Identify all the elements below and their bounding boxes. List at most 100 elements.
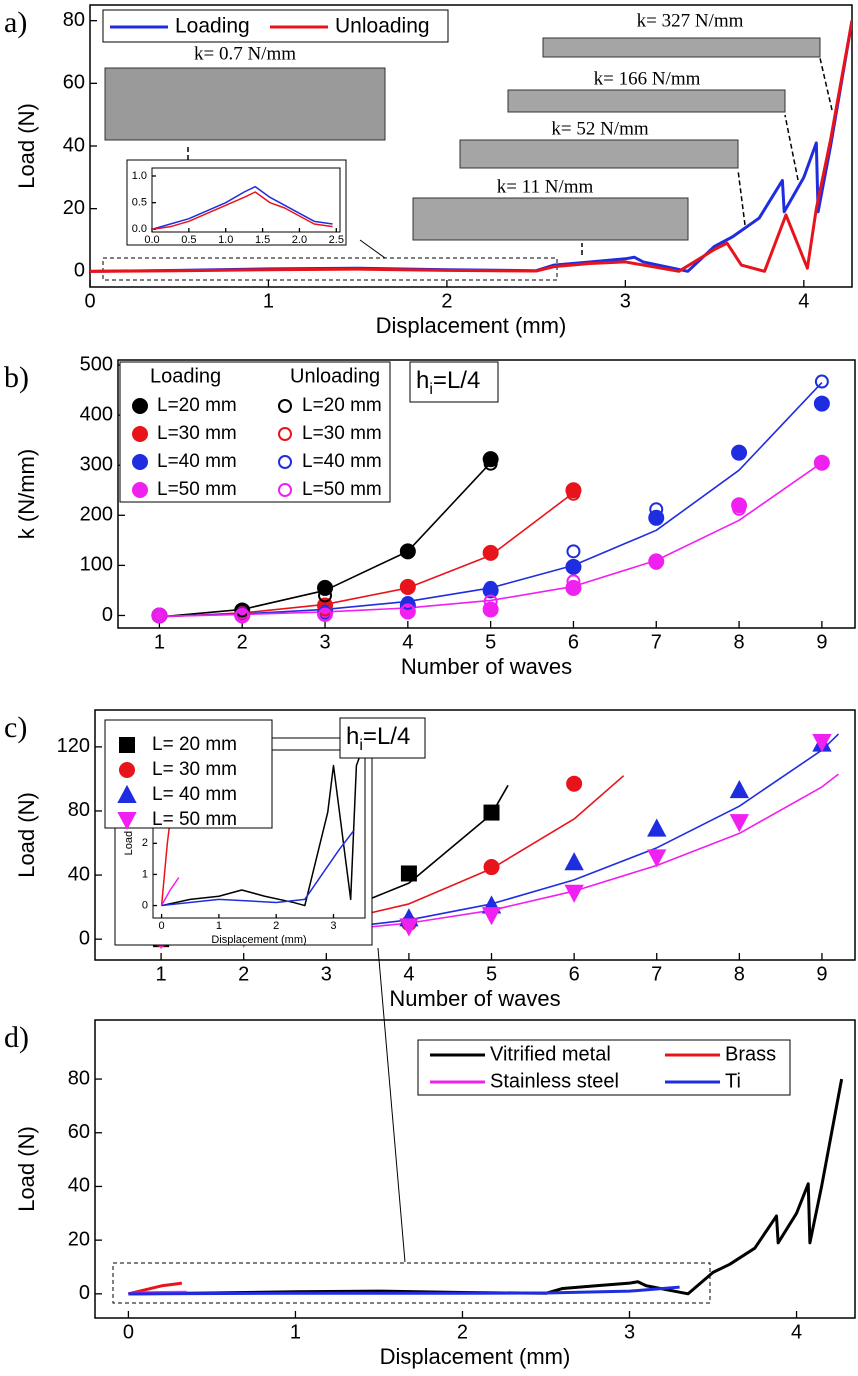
legend-label: L=20 mm — [302, 395, 382, 416]
x-tick-label: 5 — [486, 963, 497, 985]
arrows — [102, 57, 833, 1304]
marker — [400, 544, 415, 559]
x-tick-label: 4 — [402, 631, 413, 653]
marker — [235, 607, 250, 622]
x-axis-label: Displacement (mm) — [380, 1344, 571, 1369]
photo — [412, 197, 689, 241]
plot-content — [128, 1078, 844, 1296]
legend-marker — [117, 784, 137, 803]
annotation: k= 52 N/mm — [551, 118, 648, 139]
y-tick-label: 400 — [80, 403, 113, 425]
line — [128, 1285, 680, 1296]
marker — [565, 558, 582, 575]
marker — [400, 595, 415, 610]
marker — [566, 775, 583, 792]
x-tick-label: 2 — [237, 631, 248, 653]
y-tick-label: 20 — [63, 197, 85, 219]
x-tick-label: 0 — [123, 1321, 134, 1343]
marker — [731, 497, 748, 514]
legend-label: L=40 mm — [302, 451, 382, 472]
marker — [732, 501, 747, 516]
x-tick-label: 8 — [734, 963, 745, 985]
annotation-sub: i — [359, 737, 363, 754]
x-tick-label: 3 — [620, 290, 631, 312]
y-tick-label: 0 — [142, 899, 148, 911]
x-axis-label: Displacement (mm) — [376, 313, 567, 338]
marker — [318, 588, 333, 603]
x-axis-label: Number of waves — [401, 654, 572, 679]
line — [90, 20, 852, 273]
x-tick-label: 1.0 — [218, 234, 233, 246]
y-tick-label: 60 — [63, 72, 85, 94]
marker — [566, 544, 581, 559]
legend-label: L= 40 mm — [152, 784, 237, 805]
marker — [566, 486, 581, 501]
annotation-rest: =L/4 — [433, 367, 480, 394]
annotation: hi=L/4 — [346, 723, 410, 754]
legend-header: Unloading — [290, 365, 380, 387]
legend-header: Loading — [150, 365, 221, 387]
marker — [813, 395, 830, 412]
marker — [483, 456, 498, 471]
line — [161, 830, 355, 907]
y-tick-label: 0.5 — [132, 197, 147, 209]
legend-box — [417, 1039, 791, 1096]
plot-content — [90, 20, 852, 273]
legend-marker — [278, 399, 292, 413]
legend-marker — [119, 737, 135, 753]
marker — [649, 555, 664, 570]
plot-frame — [94, 709, 856, 961]
x-tick-label: 7 — [651, 631, 662, 653]
legend-label: L=40 mm — [157, 451, 237, 472]
marker — [483, 804, 500, 821]
photo — [507, 89, 786, 113]
x-tick-label: 3 — [330, 920, 336, 932]
legend-label: L=50 mm — [302, 479, 382, 500]
line — [152, 185, 333, 231]
annotation-box — [409, 361, 499, 403]
legend-label: Brass — [725, 1043, 776, 1065]
marker — [564, 884, 584, 903]
y-tick-label: 100 — [80, 554, 113, 576]
marker — [566, 574, 581, 589]
y-tick-label: 80 — [63, 9, 85, 31]
y-tick-label: 20 — [68, 1228, 90, 1250]
x-tick-label: 6 — [569, 963, 580, 985]
y-tick-label: 500 — [80, 353, 113, 375]
x-tick-label: 6 — [568, 631, 579, 653]
plot-frame — [117, 359, 856, 629]
x-tick-label: 1 — [156, 963, 167, 985]
y-tick-label: 0 — [79, 927, 90, 949]
arrow — [737, 169, 746, 226]
legend-marker — [132, 426, 148, 442]
y-tick-label: 80 — [68, 1067, 90, 1089]
y-tick-label: 300 — [80, 453, 113, 475]
x-tick-label: 2 — [457, 1321, 468, 1343]
y-tick-label: 200 — [80, 504, 113, 526]
y-tick-label: 1.0 — [132, 170, 147, 182]
y-tick-label: 40 — [63, 134, 85, 156]
annotation: k= 0.7 N/mm — [194, 43, 296, 64]
x-tick-label: 1 — [290, 1321, 301, 1343]
x-tick-label: 7 — [651, 963, 662, 985]
legend-label: L=20 mm — [157, 395, 237, 416]
x-tick-label: 2 — [273, 920, 279, 932]
marker — [483, 594, 498, 609]
arrow — [819, 57, 833, 111]
legend-label: Vitrified metal — [490, 1043, 611, 1065]
legend-label: Stainless steel — [490, 1070, 619, 1092]
x-tick-label: 0 — [84, 290, 95, 312]
y-tick-label: 0 — [79, 1282, 90, 1304]
legend-marker — [278, 455, 292, 469]
plot-frame — [151, 167, 341, 233]
legend-label: L=30 mm — [302, 423, 382, 444]
arrow — [377, 947, 406, 1263]
y-tick-label: 0 — [102, 604, 113, 626]
marker — [729, 814, 750, 833]
line — [152, 191, 333, 231]
marker — [647, 849, 667, 868]
marker — [400, 603, 415, 618]
annotation-text: h — [416, 367, 429, 394]
legend-label: L=50 mm — [157, 479, 237, 500]
